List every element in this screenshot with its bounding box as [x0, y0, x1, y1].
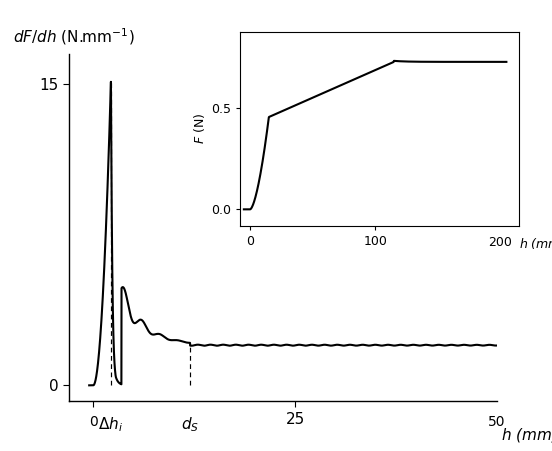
Text: 200: 200: [488, 235, 512, 249]
Text: $\Delta h_i$: $\Delta h_i$: [98, 415, 124, 434]
Text: $d_S$: $d_S$: [181, 415, 199, 434]
Text: $dF/dh$ (N.mm$^{-1}$): $dF/dh$ (N.mm$^{-1}$): [13, 27, 135, 47]
Text: $h$ (mm): $h$ (mm): [501, 426, 552, 444]
Text: 50: 50: [488, 415, 506, 429]
Text: $h$ (mm): $h$ (mm): [519, 235, 552, 251]
Y-axis label: $F$ (N): $F$ (N): [192, 113, 207, 144]
Text: 0: 0: [89, 415, 98, 429]
